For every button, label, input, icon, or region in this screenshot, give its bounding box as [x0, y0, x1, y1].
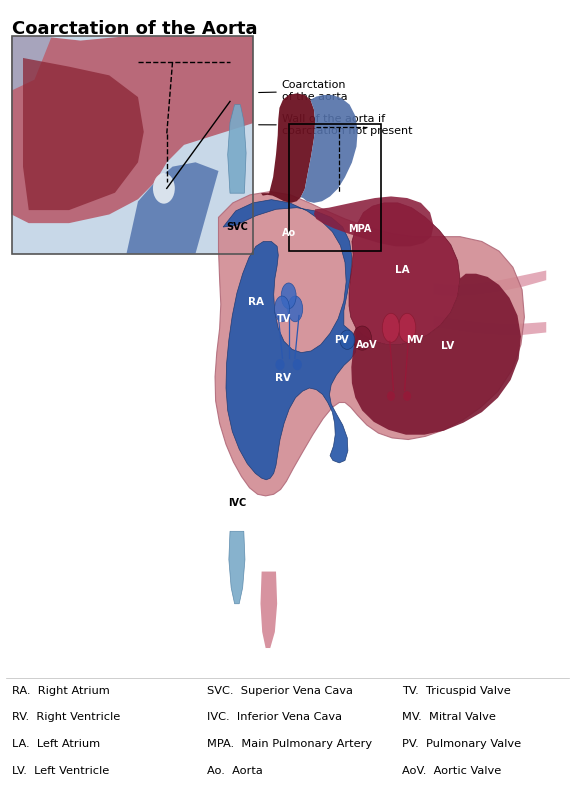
Polygon shape	[228, 105, 246, 193]
Polygon shape	[434, 316, 546, 335]
Text: Coarctation
of the aorta: Coarctation of the aorta	[259, 80, 347, 102]
Polygon shape	[23, 58, 144, 210]
Polygon shape	[126, 163, 218, 254]
Text: Ao.  Aorta: Ao. Aorta	[207, 766, 263, 775]
Text: Wall of the aorta if
coarctation not present: Wall of the aorta if coarctation not pre…	[259, 114, 412, 136]
Text: RA: RA	[248, 297, 264, 307]
Text: RV: RV	[275, 374, 291, 383]
Ellipse shape	[281, 283, 296, 309]
Text: TV.  Tricuspid Valve: TV. Tricuspid Valve	[402, 686, 511, 696]
Text: SVC: SVC	[227, 222, 248, 232]
Ellipse shape	[288, 296, 302, 322]
Polygon shape	[229, 531, 245, 604]
Polygon shape	[351, 274, 521, 435]
Text: LA: LA	[395, 265, 410, 275]
Text: IVC: IVC	[228, 498, 247, 508]
Text: PV: PV	[334, 335, 349, 345]
Polygon shape	[261, 93, 315, 203]
Text: PV.  Pulmonary Valve: PV. Pulmonary Valve	[402, 739, 522, 749]
Text: TV: TV	[277, 314, 291, 324]
Text: RV.  Right Ventricle: RV. Right Ventricle	[12, 712, 120, 722]
Polygon shape	[434, 270, 546, 296]
Polygon shape	[223, 200, 356, 480]
Ellipse shape	[340, 330, 355, 349]
Text: Ao: Ao	[282, 229, 296, 238]
Text: IVC.  Inferior Vena Cava: IVC. Inferior Vena Cava	[207, 712, 342, 722]
Text: LV: LV	[440, 341, 454, 351]
Polygon shape	[12, 36, 253, 223]
Polygon shape	[314, 196, 434, 246]
Text: LA.  Left Atrium: LA. Left Atrium	[12, 739, 99, 749]
Text: MPA: MPA	[348, 224, 371, 233]
Text: AoV.  Aortic Valve: AoV. Aortic Valve	[402, 766, 502, 775]
Text: MV: MV	[407, 335, 424, 345]
Polygon shape	[260, 572, 277, 648]
Text: MPA.  Main Pulmonary Artery: MPA. Main Pulmonary Artery	[207, 739, 372, 749]
Text: Coarctation of the Aorta: Coarctation of the Aorta	[12, 20, 257, 38]
Polygon shape	[12, 36, 52, 90]
Ellipse shape	[403, 391, 411, 401]
Ellipse shape	[275, 296, 290, 322]
Ellipse shape	[398, 313, 416, 342]
Text: AoV: AoV	[356, 340, 378, 349]
Ellipse shape	[387, 391, 395, 401]
Text: MV.  Mitral Valve: MV. Mitral Valve	[402, 712, 496, 722]
Polygon shape	[349, 203, 460, 345]
Polygon shape	[301, 95, 358, 203]
Text: LV.  Left Ventricle: LV. Left Ventricle	[12, 766, 109, 775]
Ellipse shape	[293, 359, 302, 370]
Text: RA.  Right Atrium: RA. Right Atrium	[12, 686, 109, 696]
Ellipse shape	[353, 326, 371, 350]
Text: SVC.  Superior Vena Cava: SVC. Superior Vena Cava	[207, 686, 353, 696]
FancyBboxPatch shape	[12, 36, 253, 254]
Ellipse shape	[275, 359, 285, 370]
Ellipse shape	[153, 173, 175, 204]
Ellipse shape	[382, 313, 400, 342]
Polygon shape	[215, 192, 524, 496]
